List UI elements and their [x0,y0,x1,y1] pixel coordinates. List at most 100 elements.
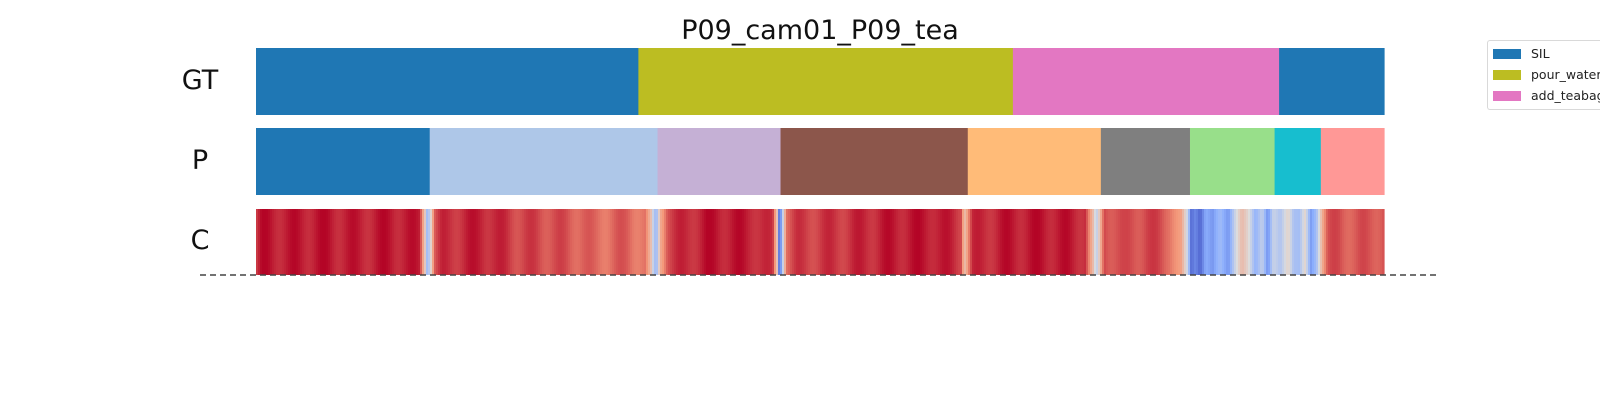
confidence-strip [1018,209,1021,275]
confidence-strip [740,209,743,275]
confidence-strip [418,209,421,275]
confidence-strip [934,209,937,275]
confidence-strip [576,209,579,275]
confidence-strip [1036,209,1039,275]
confidence-strip [1298,209,1301,275]
confidence-strip [876,209,879,275]
confidence-strip [674,209,677,275]
confidence-strip [1328,209,1331,275]
confidence-strip [1238,209,1241,275]
confidence-strip [796,209,799,275]
confidence-strip [1098,209,1101,275]
confidence-strip [1134,209,1137,275]
confidence-strip [748,209,751,275]
confidence-strip [864,209,867,275]
confidence-strip [1214,209,1217,275]
confidence-strip [836,209,839,275]
confidence-strip [606,209,609,275]
confidence-strip [1150,209,1153,275]
confidence-strip [408,209,411,275]
confidence-strip [614,209,617,275]
confidence-strip [1270,209,1273,275]
confidence-strip [1086,209,1089,275]
confidence-strip [792,209,795,275]
confidence-strip [728,209,731,275]
confidence-strip [358,209,361,275]
confidence-strip [1194,209,1197,275]
confidence-strip [1162,209,1165,275]
confidence-strip [556,209,559,275]
confidence-strip [538,209,541,275]
confidence-strip [306,209,309,275]
confidence-strip [962,209,965,275]
confidence-strip [338,209,341,275]
prediction-segment-9 [1320,128,1385,195]
confidence-strip [1082,209,1085,275]
confidence-strip [1058,209,1061,275]
confidence-strip [798,209,801,275]
confidence-strip [1234,209,1237,275]
confidence-strip [612,209,615,275]
confidence-strip [826,209,829,275]
confidence-strip [1368,209,1371,275]
confidence-strip [290,209,293,275]
confidence-strip [942,209,945,275]
confidence-strip [830,209,833,275]
confidence-strip [1320,209,1323,275]
confidence-strip [984,209,987,275]
confidence-strip [1314,209,1317,275]
confidence-strip [652,209,655,275]
confidence-strip [1160,209,1163,275]
confidence-strip [1292,209,1295,275]
confidence-strip [312,209,315,275]
confidence-strip [1174,209,1177,275]
confidence-strip [976,209,979,275]
confidence-strip [986,209,989,275]
confidence-strip [420,209,423,275]
confidence-strip [324,209,327,275]
confidence-strip [1118,209,1121,275]
prediction-segment-4 [780,128,969,195]
confidence-strip [1044,209,1047,275]
confidence-strip [322,209,325,275]
confidence-strip [328,209,331,275]
confidence-strip [636,209,639,275]
confidence-strip [1290,209,1293,275]
confidence-strip [288,209,291,275]
confidence-strip [906,209,909,275]
prediction-segment-2 [429,128,659,195]
confidence-strip [702,209,705,275]
row-label-p: P [192,145,208,176]
confidence-strip [1354,209,1357,275]
prediction-segment-7 [1189,128,1276,195]
confidence-strip [738,209,741,275]
prediction-segment-6 [1100,128,1191,195]
confidence-strip [666,209,669,275]
confidence-strip [744,209,747,275]
confidence-strip [318,209,321,275]
confidence-strip [1288,209,1291,275]
confidence-strip [1364,209,1367,275]
confidence-strip [468,209,471,275]
confidence-strip [1376,209,1379,275]
confidence-strip [382,209,385,275]
confidence-strip [716,209,719,275]
confidence-strip [872,209,875,275]
legend-swatch-add-teabag [1493,91,1521,101]
confidence-strip [898,209,901,275]
confidence-strip [882,209,885,275]
confidence-strip [314,209,317,275]
confidence-strip [918,209,921,275]
gt-row [256,48,1385,115]
chart-title: P09_cam01_P09_tea [681,15,959,46]
confidence-strip [1366,209,1369,275]
confidence-strip [1382,209,1385,275]
confidence-strip [394,209,397,275]
confidence-strip [316,209,319,275]
confidence-strip [522,209,525,275]
confidence-strip [594,209,597,275]
prediction-segment-1 [256,128,431,195]
confidence-strip [788,209,791,275]
confidence-strip [708,209,711,275]
confidence-strip [326,209,329,275]
